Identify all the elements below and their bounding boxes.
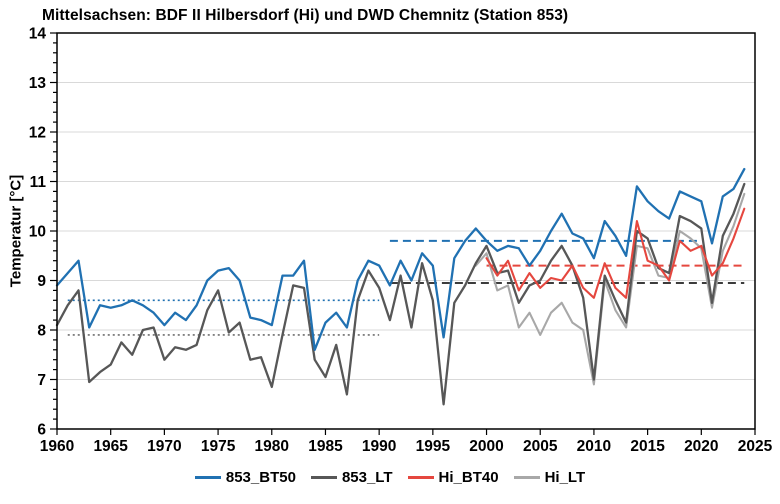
- y-tick-label: 6: [37, 421, 46, 438]
- x-tick-label: 2020: [684, 438, 718, 455]
- x-tick-label: 1985: [308, 438, 343, 455]
- x-tick-label: 1980: [255, 438, 289, 455]
- y-tick-label: 14: [29, 25, 47, 42]
- series-853_BT50: [55, 167, 746, 351]
- legend-item-Hi_BT40: Hi_BT40: [407, 469, 499, 486]
- legend-swatch-Hi_BT40: [407, 476, 434, 479]
- legend-item-Hi_LT: Hi_LT: [513, 469, 586, 486]
- y-tick-label: 13: [29, 75, 47, 92]
- x-tick-label: 2025: [738, 438, 773, 455]
- x-tick-label: 2005: [523, 438, 558, 455]
- y-tick-label: 8: [37, 322, 46, 339]
- legend-label-Hi_BT40: Hi_BT40: [438, 469, 499, 486]
- y-tick-label: 9: [37, 273, 46, 290]
- x-tick-label: 2000: [469, 438, 503, 455]
- chart-title: Mittelsachsen: BDF II Hilbersdorf (Hi) u…: [42, 7, 569, 24]
- y-tick-label: 11: [30, 174, 47, 191]
- legend-item-853_BT50: 853_BT50: [194, 469, 296, 486]
- x-tick-label: 1965: [93, 438, 128, 455]
- legend-label-853_BT50: 853_BT50: [225, 469, 296, 486]
- legend-label-853_LT: 853_LT: [341, 469, 393, 486]
- legend-swatch-Hi_LT: [513, 476, 540, 479]
- legend-swatch-853_BT50: [194, 476, 221, 479]
- series-853_LT: [55, 182, 746, 406]
- x-tick-label: 2015: [630, 438, 665, 455]
- legend-item-853_LT: 853_LT: [310, 469, 393, 486]
- y-tick-label: 7: [37, 372, 46, 389]
- x-tick-label: 2010: [577, 438, 611, 455]
- y-tick-label: 12: [29, 124, 46, 141]
- y-tick-label: 10: [29, 223, 46, 240]
- x-tick-label: 1990: [362, 438, 396, 455]
- x-tick-label: 1995: [416, 438, 451, 455]
- legend-label-Hi_LT: Hi_LT: [544, 469, 586, 486]
- chart-legend: 853_BT50 853_LT Hi_BT40 Hi_LT: [0, 469, 780, 486]
- x-tick-label: 1975: [201, 438, 236, 455]
- x-tick-label: 1960: [40, 438, 74, 455]
- x-tick-label: 1970: [147, 438, 181, 455]
- legend-swatch-853_LT: [310, 476, 337, 479]
- series-Hi_BT40: [485, 207, 746, 299]
